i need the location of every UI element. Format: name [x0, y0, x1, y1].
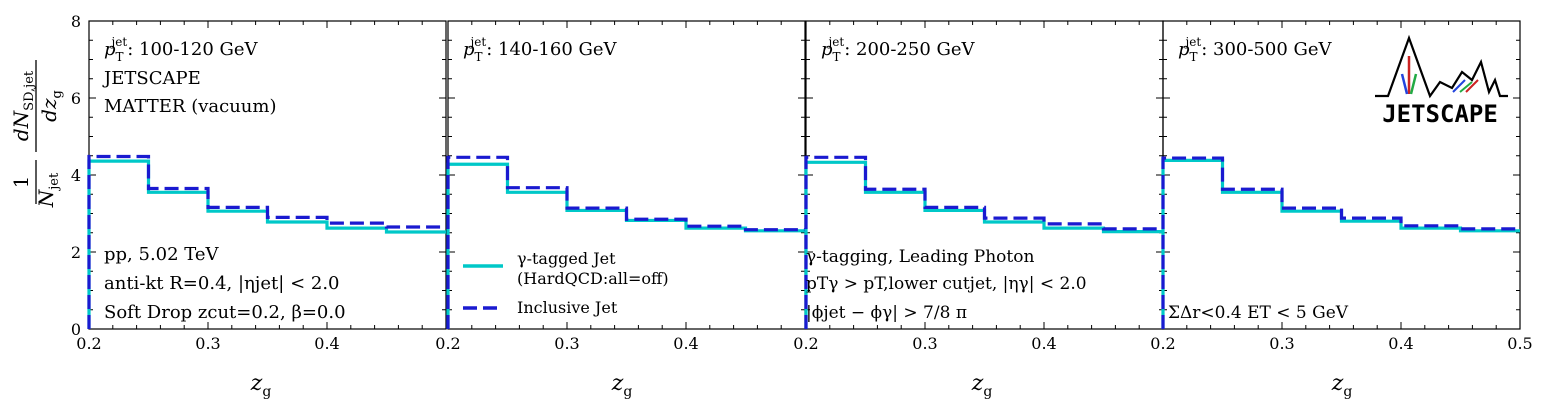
xlabel-panel-1: zg [250, 371, 272, 400]
panel-1-pt-label: pTjet: 100-120 GeV [104, 35, 259, 64]
x-axis-labels: zg zg zg zg [250, 371, 1353, 400]
svg-text:dNSD,jet: dNSD,jet [9, 70, 37, 141]
panel-2-gamma-tagged-jet-series [446, 162, 805, 329]
x-tick-label: 0.4 [1031, 334, 1056, 353]
panel-2-annotations: pTjet: 140-160 GeV γ-tagged Jet (HardQCD… [463, 35, 669, 317]
logo-mountain-outline [1375, 34, 1508, 99]
x-tick-label: 0.3 [912, 334, 937, 353]
logo-blue-track [1400, 73, 1409, 95]
x-tick-label: 0.2 [793, 334, 818, 353]
jetscape-logo: JETSCAPE [1375, 34, 1508, 128]
panel-1-energy-label: pp, 5.02 TeV [104, 244, 220, 265]
x-tick-label: 0.3 [1269, 334, 1294, 353]
panel-3-tagging-label: γ-tagging, Leading Photon [806, 247, 1034, 267]
panel-3-inclusive-jet-series [804, 155, 1163, 329]
panel-4-frame [1162, 20, 1521, 330]
y-tick-label: 0 [71, 320, 81, 339]
panel-2-inclusive-jet-series [446, 155, 805, 329]
x-tick-label: 0.4 [1388, 334, 1413, 353]
panel-2: 0.2 0.3 0.4 [435, 20, 806, 353]
logo-red-track-2 [1465, 79, 1479, 93]
logo-wordmark: JETSCAPE [1382, 100, 1498, 128]
panel-3-annotations: pTjet: 200-250 GeV γ-tagging, Leading Ph… [806, 35, 1087, 323]
xlabel-panel-4: zg [1331, 371, 1353, 400]
svg-text:dzg: dzg [37, 90, 65, 122]
y-tick-label: 6 [71, 89, 81, 108]
x-tick-label: 0.3 [554, 334, 579, 353]
y-tick-label: 4 [71, 166, 81, 185]
y-axis-label: 1 Njet dNSD,jet dzg [9, 60, 65, 208]
logo-green-track [1409, 73, 1418, 95]
x-tick-label: 0.2 [76, 334, 101, 353]
svg-text:Njet: Njet [34, 172, 62, 208]
panel-1-softdrop-label: Soft Drop zcut=0.2, β=0.0 [104, 302, 346, 323]
ylabel-n-sub: jet [47, 172, 62, 192]
panel-1-jetscape-label: JETSCAPE [102, 68, 201, 89]
ylabel-dn-sub: SD,jet [22, 70, 37, 111]
panel-4-inclusive-jet-series [1161, 156, 1520, 329]
xlabel-panel-2: zg [611, 371, 633, 400]
xlabel-panel-3: zg [971, 371, 993, 400]
panel-3-phi-label: |ϕjet − ϕγ| > 7/8 π [806, 303, 967, 323]
ylabel-dn: dN [9, 109, 33, 141]
panel-3: 0.2 0.3 0.4 [793, 20, 1164, 353]
panel-4-isolation-label: ΣΔr<0.4 ET < 5 GeV [1168, 303, 1349, 323]
panel-3-pt-label: pTjet: 200-250 GeV [821, 35, 976, 64]
x-tick-label: 0.3 [195, 334, 220, 353]
panel-1-inclusive-jet-series [87, 154, 446, 329]
x-tick-label: 0.4 [314, 334, 339, 353]
legend-label-inclusive: Inclusive Jet [517, 298, 618, 317]
legend-label-gamma: γ-tagged Jet [517, 249, 616, 268]
x-tick-label: 0.5 [1507, 334, 1532, 353]
panel-1: 0.2 0.3 0.4 0 2 4 6 8 [71, 12, 447, 353]
panel-2-pt-label: pTjet: 140-160 GeV [463, 35, 618, 64]
panel-1-antikt-label: anti-kt R=0.4, |ηjet| < 2.0 [104, 273, 340, 294]
panel-4: 0.2 0.3 0.4 0.5 [1150, 20, 1533, 353]
panel-4-pt-label: pTjet: 300-500 GeV [1178, 35, 1333, 64]
legend-label-gamma-2: (HardQCD:all=off) [517, 269, 669, 288]
y-tick-label: 2 [71, 243, 81, 262]
panel-4-annotations: pTjet: 300-500 GeV ΣΔr<0.4 ET < 5 GeV [1168, 35, 1349, 323]
panel-1-matter-label: MATTER (vacuum) [104, 96, 277, 117]
panel-3-pt-cut-label: pTγ > pT,lower cutjet, |ηγ| < 2.0 [806, 274, 1087, 294]
logo-green-track-2 [1459, 81, 1473, 93]
legend: γ-tagged Jet (HardQCD:all=off) Inclusive… [463, 249, 669, 317]
ylabel-dz-sub: g [50, 90, 65, 98]
panel-1-annotations: pTjet: 100-120 GeV JETSCAPE MATTER (vacu… [102, 35, 346, 323]
x-tick-label: 0.2 [1150, 334, 1175, 353]
ylabel-n: N [34, 188, 58, 208]
ylabel-dz: dz [37, 98, 61, 122]
ylabel-one: 1 [9, 176, 33, 189]
logo-blue-track-2 [1452, 79, 1466, 93]
x-tick-label: 0.4 [673, 334, 698, 353]
x-tick-label: 0.2 [435, 334, 460, 353]
y-tick-label: 8 [71, 12, 81, 31]
